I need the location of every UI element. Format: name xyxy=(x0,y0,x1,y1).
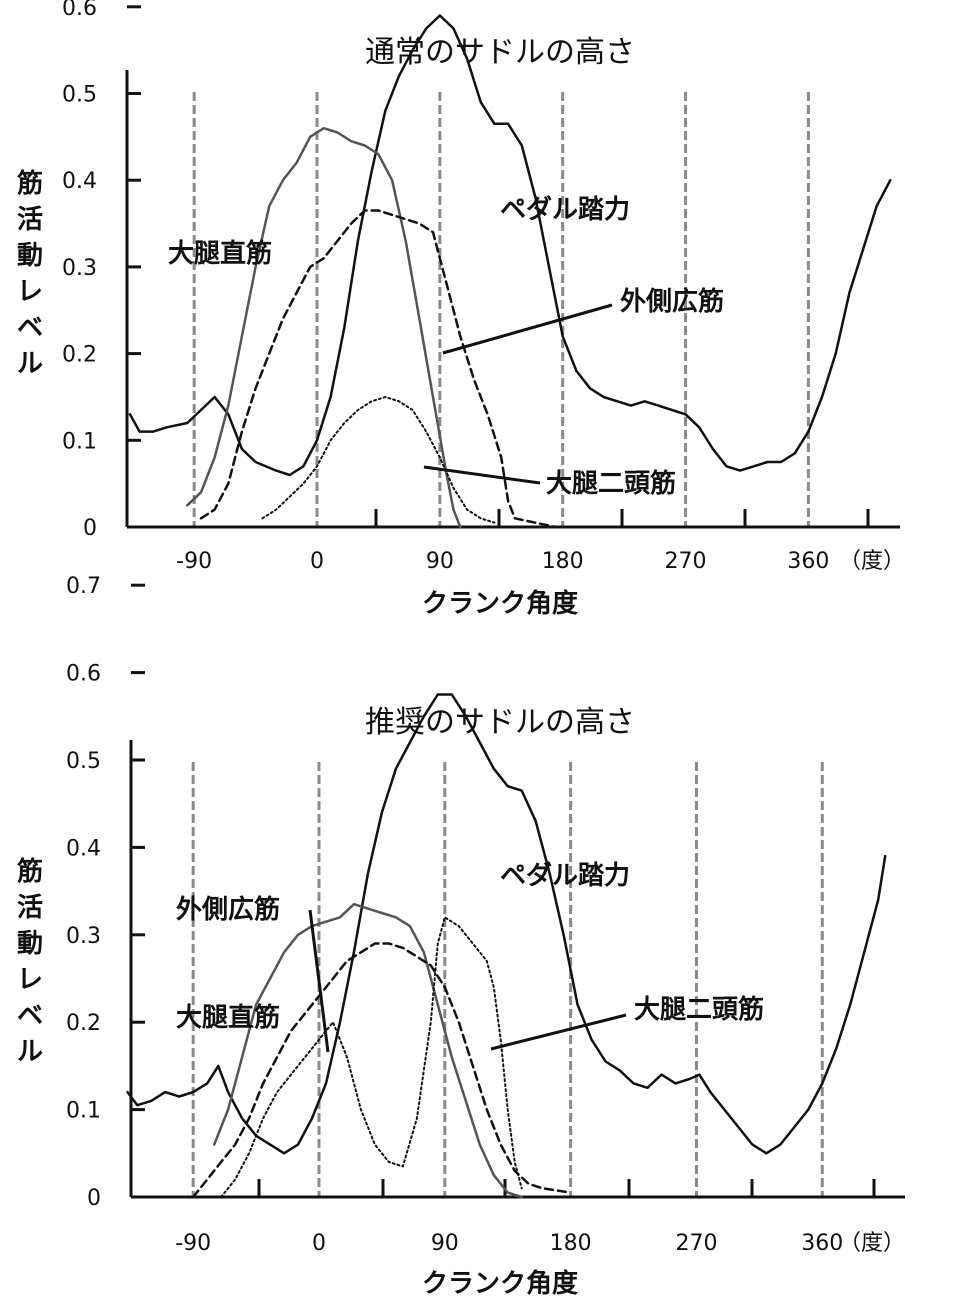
y-tick-label: 0.2 xyxy=(66,1011,101,1036)
x-tick-label: 180 xyxy=(550,1231,592,1256)
y-axis-label-char: 動 xyxy=(17,929,43,959)
x-tick-label: 360 xyxy=(801,1231,843,1256)
y-tick-label: 0.6 xyxy=(62,0,97,21)
x-axis-label: クランク角度 xyxy=(422,1268,578,1299)
series-line-3 xyxy=(220,916,523,1198)
y-axis-label-char: ベ xyxy=(17,313,43,343)
y-axis-label-char: 筋 xyxy=(17,168,43,199)
y-axis-label-char: 活 xyxy=(17,205,43,235)
y-axis-label-char: レ xyxy=(17,277,43,307)
leader-line xyxy=(308,909,330,1053)
curve-label: 大腿二頭筋 xyxy=(634,994,764,1025)
leader-line xyxy=(490,1013,627,1051)
y-tick-label: 0.7 xyxy=(66,574,101,599)
x-tick-label: -90 xyxy=(175,1231,211,1256)
y-axis-label-char: ル xyxy=(17,1037,43,1067)
y-tick-label: 0.6 xyxy=(66,662,101,687)
y-tick-label: 0 xyxy=(87,1186,101,1211)
y-tick-label: 0 xyxy=(83,516,97,541)
series-line-1 xyxy=(186,126,462,529)
x-tick-label: 270 xyxy=(675,1231,717,1256)
series-line-1 xyxy=(212,902,523,1199)
curve-label: 大腿直筋 xyxy=(168,238,272,269)
leader-line xyxy=(442,303,613,355)
y-axis-label-char: 活 xyxy=(17,893,43,923)
curve-label: 外側広筋 xyxy=(620,286,724,317)
series-line-2 xyxy=(191,942,572,1199)
x-tick-label: 270 xyxy=(665,549,707,574)
y-axis-label-char: ベ xyxy=(17,1001,43,1031)
y-tick-label: 0.1 xyxy=(62,429,97,454)
y-tick-label: 0.4 xyxy=(66,836,101,861)
x-axis-label: クランク角度 xyxy=(422,588,578,619)
series-line-3 xyxy=(261,396,496,524)
x-tick-label: 360 xyxy=(787,549,829,574)
x-unit-label: （度） xyxy=(839,1231,905,1256)
leader-line xyxy=(423,465,541,485)
y-tick-label: 0.3 xyxy=(62,256,97,281)
chart-panel-normal: 通常のサドルの高さ00.10.20.30.40.50.60.7-90090180… xyxy=(17,0,905,619)
x-tick-label: 180 xyxy=(542,549,584,574)
chart-panel-recommended: 推奨のサドルの高さ 0 0.1 0.2 0.3 0.4 0.5 0.6 0.7 -90 0 90 180… xyxy=(17,574,905,1299)
y-tick-label: 0.3 xyxy=(66,924,101,949)
y-axis-label-char: 筋 xyxy=(17,856,43,887)
x-tick-label: 90 xyxy=(426,549,454,574)
curve-label: 大腿二頭筋 xyxy=(546,468,676,499)
x-tick-label: 0 xyxy=(310,549,324,574)
y-tick-label: 0.5 xyxy=(62,83,97,108)
x-tick-label: 90 xyxy=(431,1231,459,1256)
series-line-0 xyxy=(128,14,892,477)
y-tick-label: 0.1 xyxy=(66,1099,101,1124)
x-unit-label: （度） xyxy=(839,549,905,574)
y-tick-label: 0.2 xyxy=(62,343,97,368)
y-axis-label-char: レ xyxy=(17,965,43,995)
x-tick-label: 0 xyxy=(312,1231,326,1256)
curve-label: ペダル踏力 xyxy=(500,860,630,891)
y-axis-label-char: ル xyxy=(17,349,43,379)
y-tick-label: 0.5 xyxy=(66,749,101,774)
y-axis-label-char: 動 xyxy=(17,241,43,271)
x-tick-label: -90 xyxy=(176,549,212,574)
curve-label: 大腿直筋 xyxy=(176,1002,280,1033)
series-line-2 xyxy=(199,209,558,529)
curve-label: 外側広筋 xyxy=(176,894,280,925)
chart-title: 推奨のサドルの高さ xyxy=(365,705,635,740)
curve-label: ペダル踏力 xyxy=(500,194,630,225)
y-tick-label: 0.4 xyxy=(62,169,97,194)
